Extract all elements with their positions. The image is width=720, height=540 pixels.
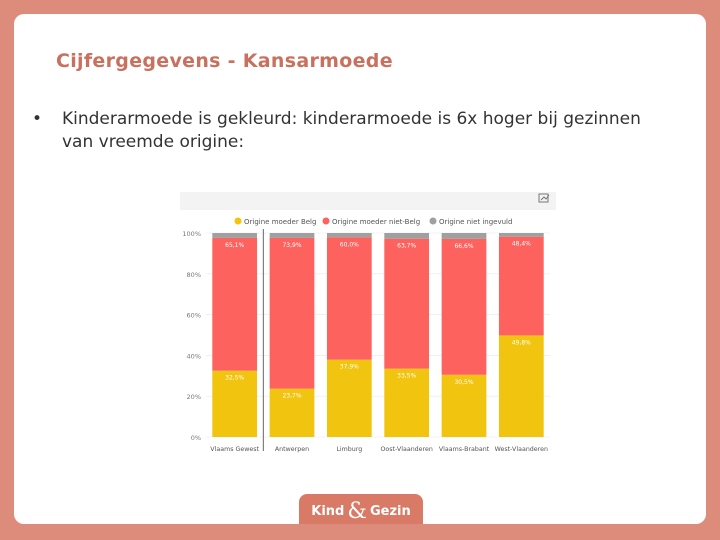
x-tick-label: Vlaams-Brabant bbox=[439, 446, 490, 453]
bar-segment bbox=[326, 237, 372, 360]
bar-segment bbox=[384, 238, 430, 369]
data-label: 73,9% bbox=[282, 242, 301, 249]
logo-ampersand: & bbox=[347, 498, 367, 524]
data-label: 63,7% bbox=[397, 243, 416, 250]
legend-label: Origine moeder niet-Belg bbox=[332, 218, 420, 226]
logo-text-right: Gezin bbox=[369, 503, 411, 519]
data-label: 33,5% bbox=[397, 373, 416, 380]
bar-segment bbox=[441, 238, 487, 375]
data-label: 30,5% bbox=[454, 379, 473, 386]
bullet-symbol: • bbox=[32, 109, 43, 129]
x-tick-label: Vlaams Gewest bbox=[210, 446, 259, 453]
x-tick-label: Oost-Vlaanderen bbox=[380, 446, 432, 453]
data-label: 37,9% bbox=[340, 364, 359, 371]
bar-segment bbox=[212, 233, 258, 238]
logo-text-left: Kind bbox=[311, 503, 345, 519]
bar-segment bbox=[269, 233, 315, 238]
y-tick-label: 20% bbox=[187, 393, 201, 401]
legend-marker bbox=[429, 217, 437, 225]
legend-marker bbox=[322, 217, 330, 225]
bar-segment bbox=[441, 233, 487, 239]
y-tick-label: 80% bbox=[187, 271, 201, 279]
legend-marker bbox=[234, 217, 242, 225]
bar-segment bbox=[384, 368, 430, 437]
x-tick-label: Antwerpen bbox=[275, 446, 309, 453]
bar-segment bbox=[498, 233, 544, 237]
y-tick-label: 40% bbox=[187, 352, 201, 360]
bar-segment bbox=[326, 233, 372, 238]
bar-segment bbox=[441, 374, 487, 437]
data-label: 48,4% bbox=[512, 241, 531, 248]
data-label: 32,5% bbox=[225, 375, 244, 382]
data-label: 60,0% bbox=[340, 241, 359, 248]
bar-segment bbox=[498, 236, 544, 336]
slide: Cijfergegevens - Kansarmoede • Kinderarm… bbox=[14, 14, 706, 524]
bar-segment bbox=[384, 233, 430, 239]
chart-header-bar bbox=[180, 192, 556, 210]
bar-segment bbox=[269, 237, 315, 389]
data-label: 23,7% bbox=[282, 393, 301, 400]
bar-segment bbox=[269, 388, 315, 437]
y-tick-label: 100% bbox=[182, 230, 201, 238]
legend-label: Origine moeder Belg bbox=[244, 218, 316, 226]
y-tick-label: 60% bbox=[187, 312, 201, 320]
legend-label: Origine niet ingevuld bbox=[439, 218, 512, 226]
focus-mode-icon bbox=[538, 193, 549, 203]
x-tick-label: West-Vlaanderen bbox=[495, 446, 548, 453]
chart: Origine moeder Belg Origine moeder niet-B… bbox=[166, 178, 558, 456]
stacked-bar-chart: Origine moeder Belg Origine moeder niet-B… bbox=[180, 192, 556, 453]
bar-segment bbox=[326, 359, 372, 437]
bar-segment bbox=[212, 237, 258, 371]
bar-segment bbox=[212, 370, 258, 437]
slide-title: Cijfergegevens - Kansarmoede bbox=[56, 50, 393, 72]
data-label: 65,1% bbox=[225, 242, 244, 249]
bar-segment bbox=[498, 335, 544, 437]
y-tick-label: 0% bbox=[191, 434, 201, 442]
bullet-text: Kinderarmoede is gekleurd: kinderarmoede… bbox=[62, 109, 641, 152]
data-label: 66,6% bbox=[454, 243, 473, 250]
focus-mode-icon-line bbox=[540, 194, 550, 201]
x-tick-label: Limburg bbox=[336, 446, 362, 453]
data-label: 49,8% bbox=[512, 339, 531, 346]
kind-en-gezin-logo: Kind & Gezin bbox=[299, 494, 423, 524]
